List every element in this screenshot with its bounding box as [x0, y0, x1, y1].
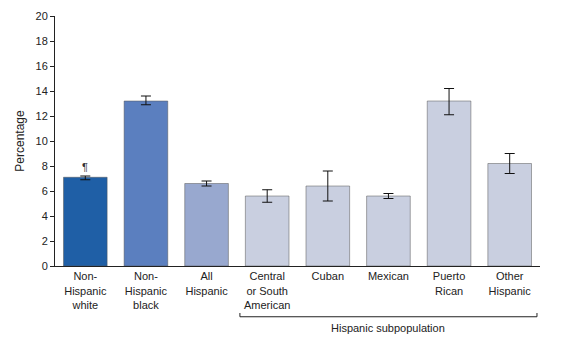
svg-text:0: 0: [42, 260, 48, 272]
svg-text:Centralor SouthAmerican: Centralor SouthAmerican: [244, 270, 290, 311]
svg-text:2: 2: [42, 235, 48, 247]
svg-text:4: 4: [42, 210, 48, 222]
svg-text:Non-Hispanicwhite: Non-Hispanicwhite: [64, 270, 107, 311]
svg-text:10: 10: [36, 135, 48, 147]
svg-text:8: 8: [42, 160, 48, 172]
svg-text:AllHispanic: AllHispanic: [185, 270, 228, 296]
svg-text:Non-Hispanicblack: Non-Hispanicblack: [125, 270, 168, 311]
svg-text:Percentage: Percentage: [13, 110, 27, 172]
svg-text:Mexican: Mexican: [368, 270, 409, 282]
svg-text:Hispanic subpopulation: Hispanic subpopulation: [331, 322, 445, 334]
svg-text:PuertoRican: PuertoRican: [433, 270, 465, 296]
svg-text:Cuban: Cuban: [312, 270, 344, 282]
svg-text:18: 18: [36, 35, 48, 47]
svg-text:12: 12: [36, 110, 48, 122]
svg-text:OtherHispanic: OtherHispanic: [489, 270, 532, 296]
svg-text:16: 16: [36, 60, 48, 72]
svg-text:20: 20: [36, 10, 48, 22]
svg-text:¶: ¶: [82, 161, 88, 173]
svg-text:14: 14: [36, 85, 48, 97]
svg-text:6: 6: [42, 185, 48, 197]
